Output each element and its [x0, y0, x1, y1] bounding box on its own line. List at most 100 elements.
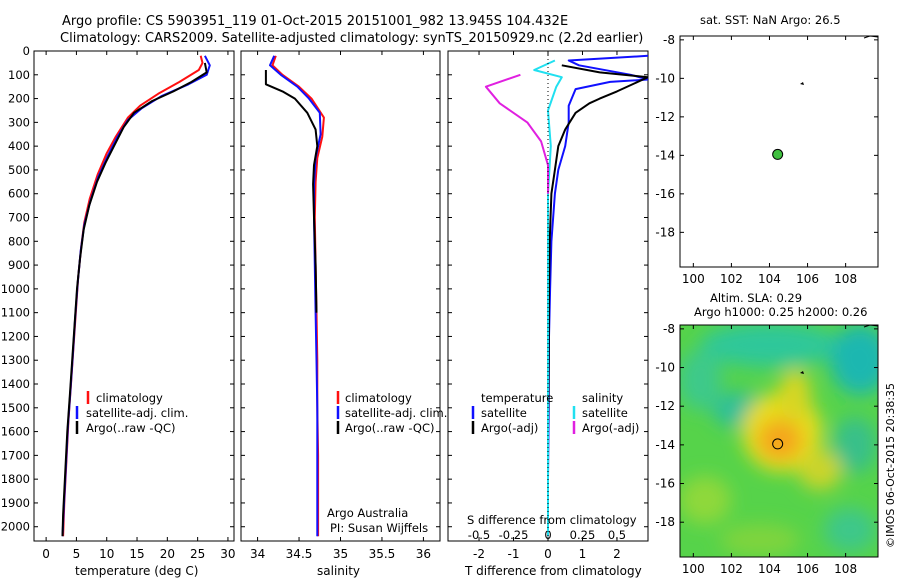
legend-label-argo: Argo(..raw -QC) [86, 421, 176, 435]
legend-label-argo: Argo(..raw -QC) [345, 421, 435, 435]
depth-tick-label: 400 [8, 139, 30, 153]
sst-map-island [800, 82, 804, 85]
difference-xtick-label: 1 [579, 547, 587, 561]
salinity-series-satellite-adj-clim [269, 55, 322, 537]
legend-label-satellite: satellite-adj. clim. [86, 406, 188, 420]
sla-map-ytick-label: -10 [655, 361, 675, 375]
sla-map-island [800, 371, 804, 374]
sla-map-xtick-label: 104 [758, 562, 781, 576]
sla-map-title-line-2: Argo h1000: 0.25 h2000: 0.26 [694, 305, 867, 319]
sla-map-xtick-label: 106 [796, 562, 819, 576]
difference-xlabel: T difference from climatology [464, 564, 642, 578]
sla-map-ytick-label: -16 [655, 477, 675, 491]
difference-series-s-satellite [533, 59, 563, 537]
sst-map-ytick-label: -14 [655, 148, 675, 162]
sla-heatmap [680, 325, 878, 557]
depth-tick-label: 500 [8, 163, 30, 177]
title-line-1: Argo profile: CS 5903951_119 01-Oct-2015… [62, 14, 568, 29]
difference-series-t-satellite [547, 54, 648, 537]
s-difference-tick-label: 0.25 [570, 528, 596, 542]
legend-label-satellite: satellite-adj. clim. [345, 406, 447, 420]
depth-tick-label: 100 [8, 68, 30, 82]
depth-tick-label: 1700 [1, 448, 30, 462]
legend-label-s-satellite: satellite [582, 406, 628, 420]
depth-tick-label: 900 [8, 258, 30, 272]
sst-map-title: sat. SST: NaN Argo: 26.5 [700, 13, 841, 27]
difference-top-label: S difference from climatology [467, 513, 637, 527]
institution-label: Argo Australia [327, 506, 408, 520]
sst-map-xtick-label: 102 [720, 272, 743, 286]
difference-xtick-label: 0 [544, 547, 552, 561]
sst-map-xtick-label: 108 [834, 272, 857, 286]
sst-map-float-position-marker [772, 148, 784, 160]
sla-cyan-region [830, 325, 878, 395]
sla-cyan-region [680, 350, 722, 410]
sst-map-ytick-label: -12 [655, 110, 675, 124]
depth-tick-label: 2000 [1, 520, 30, 534]
temperature-xtick-label: 0 [42, 547, 50, 561]
legend-label-climatology: climatology [345, 391, 412, 405]
sst-map-coastline [863, 35, 879, 39]
sst-map-xtick-label: 104 [758, 272, 781, 286]
sla-map-frame [679, 324, 879, 558]
depth-tick-label: 300 [8, 115, 30, 129]
salinity-series-argo-raw-qc [264, 70, 319, 313]
title-line-2: Climatology: CARS2009. Satellite-adjuste… [60, 31, 643, 46]
depth-tick-label: 1900 [1, 496, 30, 510]
sst-map-ytick-label: -18 [655, 225, 675, 239]
difference-xtick-label: -2 [473, 547, 485, 561]
temperature-legend: climatology satellite-adj. clim. Argo(..… [75, 391, 188, 435]
temperature-series-argo-raw-qc [61, 62, 208, 537]
sst-map-xtick-label: 106 [796, 272, 819, 286]
temperature-panel-frame [33, 50, 235, 542]
difference-legend: temperature satellite Argo(-adj) salinit… [471, 391, 639, 435]
legend-label-t-argo: Argo(-adj) [481, 421, 538, 435]
s-difference-tick-label: 0.5 [608, 528, 626, 542]
pi-label: PI: Susan Wijffels [330, 521, 428, 535]
depth-tick-label: 0 [23, 44, 30, 58]
salinity-xtick-label: 35 [333, 547, 348, 561]
sla-lime-region [680, 476, 731, 524]
salinity-xtick-label: 36 [416, 547, 431, 561]
sla-map-title-line-1: Altim. SLA: 0.29 [710, 291, 802, 305]
depth-tick-label: 1100 [1, 306, 30, 320]
sla-map-xtick-label: 102 [720, 562, 743, 576]
salinity-panel-frame [240, 50, 441, 542]
legend-temperature-title: temperature [481, 391, 553, 405]
depth-tick-label: 1000 [1, 282, 30, 296]
difference-xtick-label: -1 [508, 547, 520, 561]
sla-cyan-region [833, 417, 877, 473]
depth-tick-label: 800 [8, 234, 30, 248]
depth-tick-label: 200 [8, 92, 30, 106]
sla-map-float-position-marker [772, 438, 784, 450]
sla-map-xtick-label: 100 [682, 562, 705, 576]
sla-map-coastline [863, 324, 879, 328]
difference-series-t-argo-adj [547, 64, 648, 537]
salinity-xtick-label: 35.5 [369, 547, 396, 561]
difference-xtick-label: 2 [613, 547, 621, 561]
temperature-xtick-label: 5 [73, 547, 81, 561]
depth-tick-label: 1200 [1, 329, 30, 343]
sla-yellow-region [779, 369, 811, 421]
credit-label: ©IMOS 06-Oct-2015 20:38:35 [884, 383, 897, 548]
sst-map-xtick-label: 100 [682, 272, 705, 286]
difference-series-s-argo-adj [484, 73, 549, 194]
sst-map-ytick-label: -8 [663, 33, 675, 47]
depth-tick-label: 1800 [1, 472, 30, 486]
temperature-xtick-label: 10 [99, 547, 114, 561]
sla-yellow-region [798, 450, 842, 490]
temperature-series-satellite-adj-clim [61, 55, 211, 537]
depth-tick-label: 1400 [1, 377, 30, 391]
depth-tick-label: 700 [8, 211, 30, 225]
legend-label-climatology: climatology [96, 391, 163, 405]
sla-map-ytick-label: -12 [655, 399, 675, 413]
sla-map-xtick-label: 108 [834, 562, 857, 576]
depth-tick-label: 1300 [1, 353, 30, 367]
depth-tick-label: 1500 [1, 401, 30, 415]
sla-lime-region [720, 524, 800, 556]
temperature-xlabel: temperature (deg C) [75, 564, 198, 578]
temperature-xtick-label: 15 [129, 547, 144, 561]
sla-cyan-region [700, 325, 840, 367]
sla-map-ytick-label: -8 [663, 322, 675, 336]
temperature-xtick-label: 30 [220, 547, 235, 561]
